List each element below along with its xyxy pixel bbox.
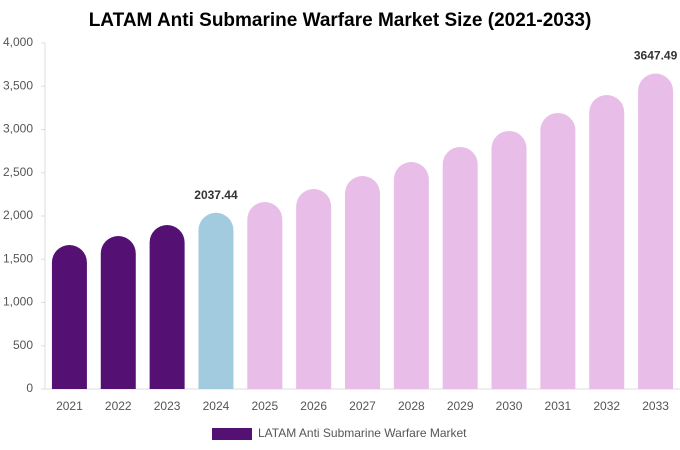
bar (442, 146, 478, 389)
bar (100, 235, 136, 389)
bar (149, 224, 185, 389)
chart-title: LATAM Anti Submarine Warfare Market Size… (89, 10, 592, 31)
bar (540, 112, 576, 389)
y-tick-label: 3,000 (3, 122, 33, 136)
bar (296, 189, 332, 389)
y-tick-label: 0 (26, 381, 33, 395)
value-label: 3647.49 (634, 49, 678, 63)
legend-swatch (212, 428, 252, 440)
bar (638, 73, 674, 389)
x-tick-label: 2029 (447, 399, 474, 413)
legend-label: LATAM Anti Submarine Warfare Market (258, 426, 467, 440)
y-tick-label: 500 (13, 338, 33, 352)
x-tick-label: 2033 (642, 399, 669, 413)
bar (198, 212, 234, 389)
x-tick-label: 2021 (56, 399, 83, 413)
bar (393, 162, 429, 389)
bar (491, 130, 527, 389)
x-tick-label: 2028 (398, 399, 425, 413)
x-tick-label: 2032 (593, 399, 620, 413)
x-tick-label: 2023 (154, 399, 181, 413)
x-tick-label: 2022 (105, 399, 132, 413)
y-tick-label: 3,500 (3, 78, 33, 92)
y-tick-label: 2,000 (3, 208, 33, 222)
x-tick-label: 2024 (203, 399, 230, 413)
x-tick-label: 2030 (496, 399, 523, 413)
y-tick-label: 4,000 (3, 35, 33, 49)
bar (345, 176, 380, 389)
y-tick-label: 2,500 (3, 165, 33, 179)
bar (589, 94, 625, 389)
x-tick-label: 2025 (251, 399, 278, 413)
x-tick-label: 2026 (300, 399, 327, 413)
bar (247, 201, 283, 389)
x-tick-label: 2027 (349, 399, 376, 413)
y-tick-label: 1,000 (3, 295, 33, 309)
value-label: 2037.44 (194, 188, 238, 202)
y-tick-label: 1,500 (3, 251, 33, 265)
x-tick-label: 2031 (545, 399, 572, 413)
bar (51, 244, 87, 389)
